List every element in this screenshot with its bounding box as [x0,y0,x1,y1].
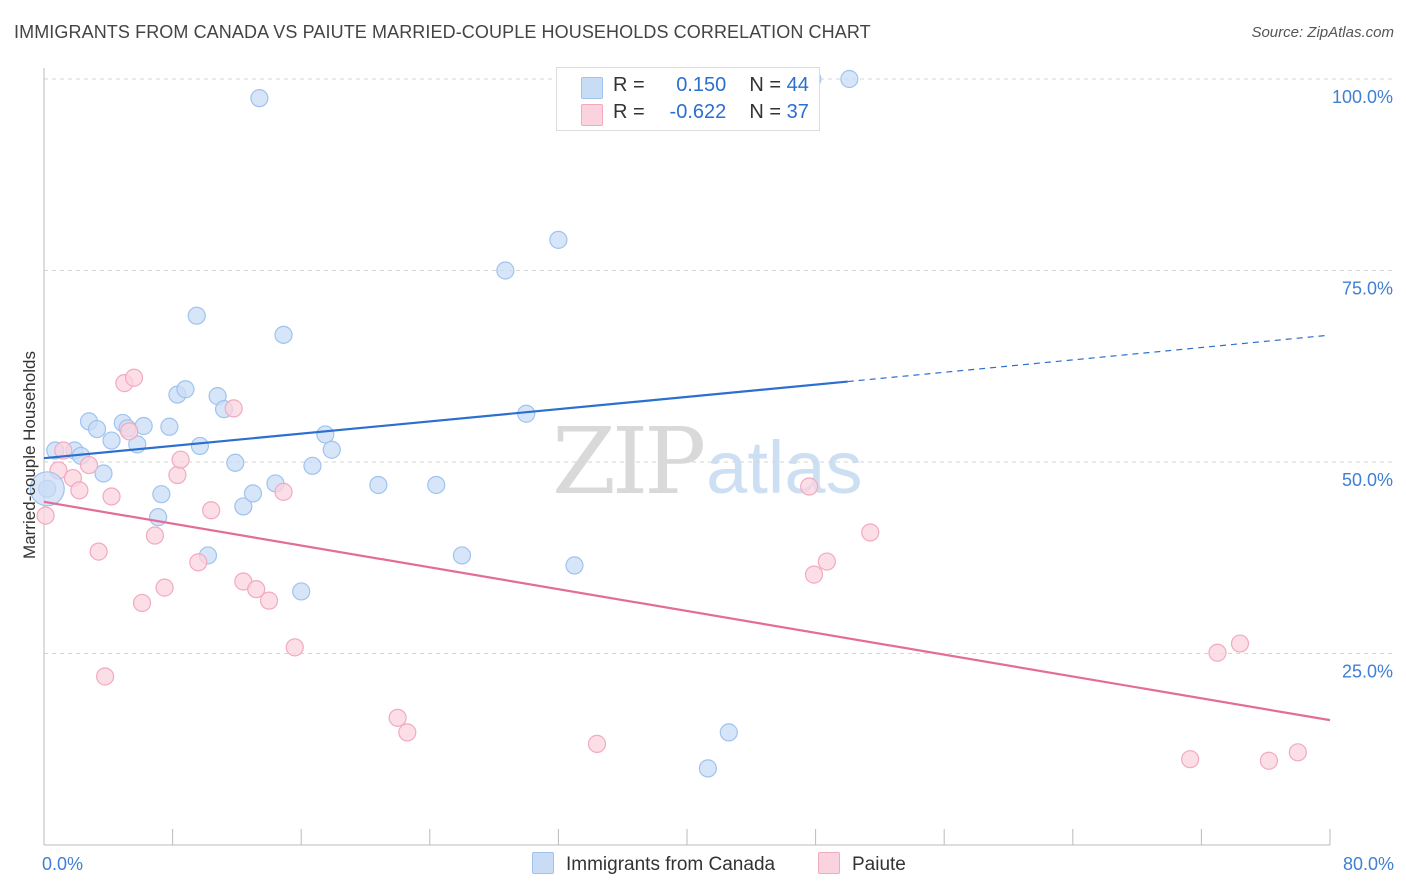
canada-point [176,380,195,399]
paiute-point [861,523,880,542]
paiute-point [247,580,266,599]
bottom-legend-swatch-canada [532,852,554,874]
legend-n-canada: 44 [786,74,809,96]
canada-point [549,230,568,249]
paiute-point [89,542,108,561]
legend-r-label: R = [613,74,645,96]
canada-point [94,464,113,483]
legend-swatch-canada [581,77,603,99]
paiute-point [132,593,152,613]
canada-point [234,497,253,516]
legend-r-paiute: -0.622 [669,101,727,123]
canada-point [292,582,311,601]
legend-r-canada: 0.150 [676,74,727,96]
legend-n-label: N = [749,74,782,96]
paiute-point [120,422,139,441]
canada-point [316,425,335,444]
paiute-point [274,482,293,501]
paiute-point [1288,743,1307,762]
canada-point [187,306,206,325]
paiute-point [79,455,99,475]
bottom-legend-label-canada: Immigrants from Canada [566,854,776,875]
x-tick-label: 0.0% [42,854,83,874]
paiute-point [800,477,819,496]
canada-point [250,89,269,108]
canada-point [322,440,341,459]
paiute-point [1208,643,1227,662]
canada-point [226,453,245,472]
paiute-point [145,526,165,545]
canada-point [152,485,171,504]
canada-point [102,431,121,450]
canada-point [719,723,738,742]
paiute-point [155,578,174,597]
y-tick-label: 50.0% [1342,470,1393,490]
paiute-point [124,368,144,387]
bottom-legend-label-paiute: Paiute [852,854,906,875]
paiute-point [70,481,89,500]
watermark-atlas: atlas [706,426,863,509]
paiute-point [168,465,187,485]
y-axis-title: Married-couple Households [20,351,39,559]
paiute-point [1181,750,1200,769]
paiute-point [817,552,836,571]
paiute-point [202,501,221,520]
paiute-point [95,667,115,686]
bottom-legend-swatch-paiute [818,852,840,874]
y-tick-label: 75.0% [1342,279,1393,299]
paiute-point [1259,751,1279,770]
paiute-point [804,565,824,584]
canada-trend-line [43,380,848,460]
canada-point [840,69,859,89]
canada-point [496,261,515,280]
canada-point [698,759,717,778]
paiute-point [224,399,243,418]
legend-n-label: N = [749,101,782,123]
paiute-point [285,638,304,657]
bottom-legend-paiute: Paiute [818,852,906,876]
canada-point [87,419,107,439]
paiute-point [1230,634,1250,653]
canada-trend-extension [847,335,1326,383]
canada-point [303,456,322,475]
paiute-point [388,708,407,727]
paiute-point [36,506,55,525]
canada-point [565,556,584,575]
canada-point [160,417,179,436]
source-label: Source: ZipAtlas.com [1251,24,1394,41]
paiute-point [171,450,190,469]
paiute-point [259,591,279,610]
paiute-point [102,487,121,506]
y-tick-label: 25.0% [1342,662,1393,682]
canada-point [243,484,263,503]
legend-swatch-paiute [581,104,603,126]
canada-point-large [29,471,65,507]
bottom-legend-canada: Immigrants from Canada [532,852,775,876]
canada-point [274,325,293,344]
legend-n-paiute: 37 [786,101,809,123]
canada-point [369,475,388,495]
watermark: ZIPatlas [552,408,862,515]
paiute-point [189,553,208,572]
chart-title: IMMIGRANTS FROM CANADA VS PAIUTE MARRIED… [14,22,871,42]
canada-point [190,436,210,456]
paiute-point [587,734,607,753]
canada-point [427,475,446,495]
y-tick-label: 100.0% [1332,87,1393,107]
paiute-trend-line [43,500,1331,722]
stats-legend: R = 0.150 N = 44 R = -0.622 N = 37 [556,67,820,131]
x-tick-label: 80.0% [1343,854,1394,874]
canada-point [452,546,472,565]
paiute-point [398,723,417,742]
legend-r-label: R = [613,101,645,123]
paiute-point [54,441,73,460]
